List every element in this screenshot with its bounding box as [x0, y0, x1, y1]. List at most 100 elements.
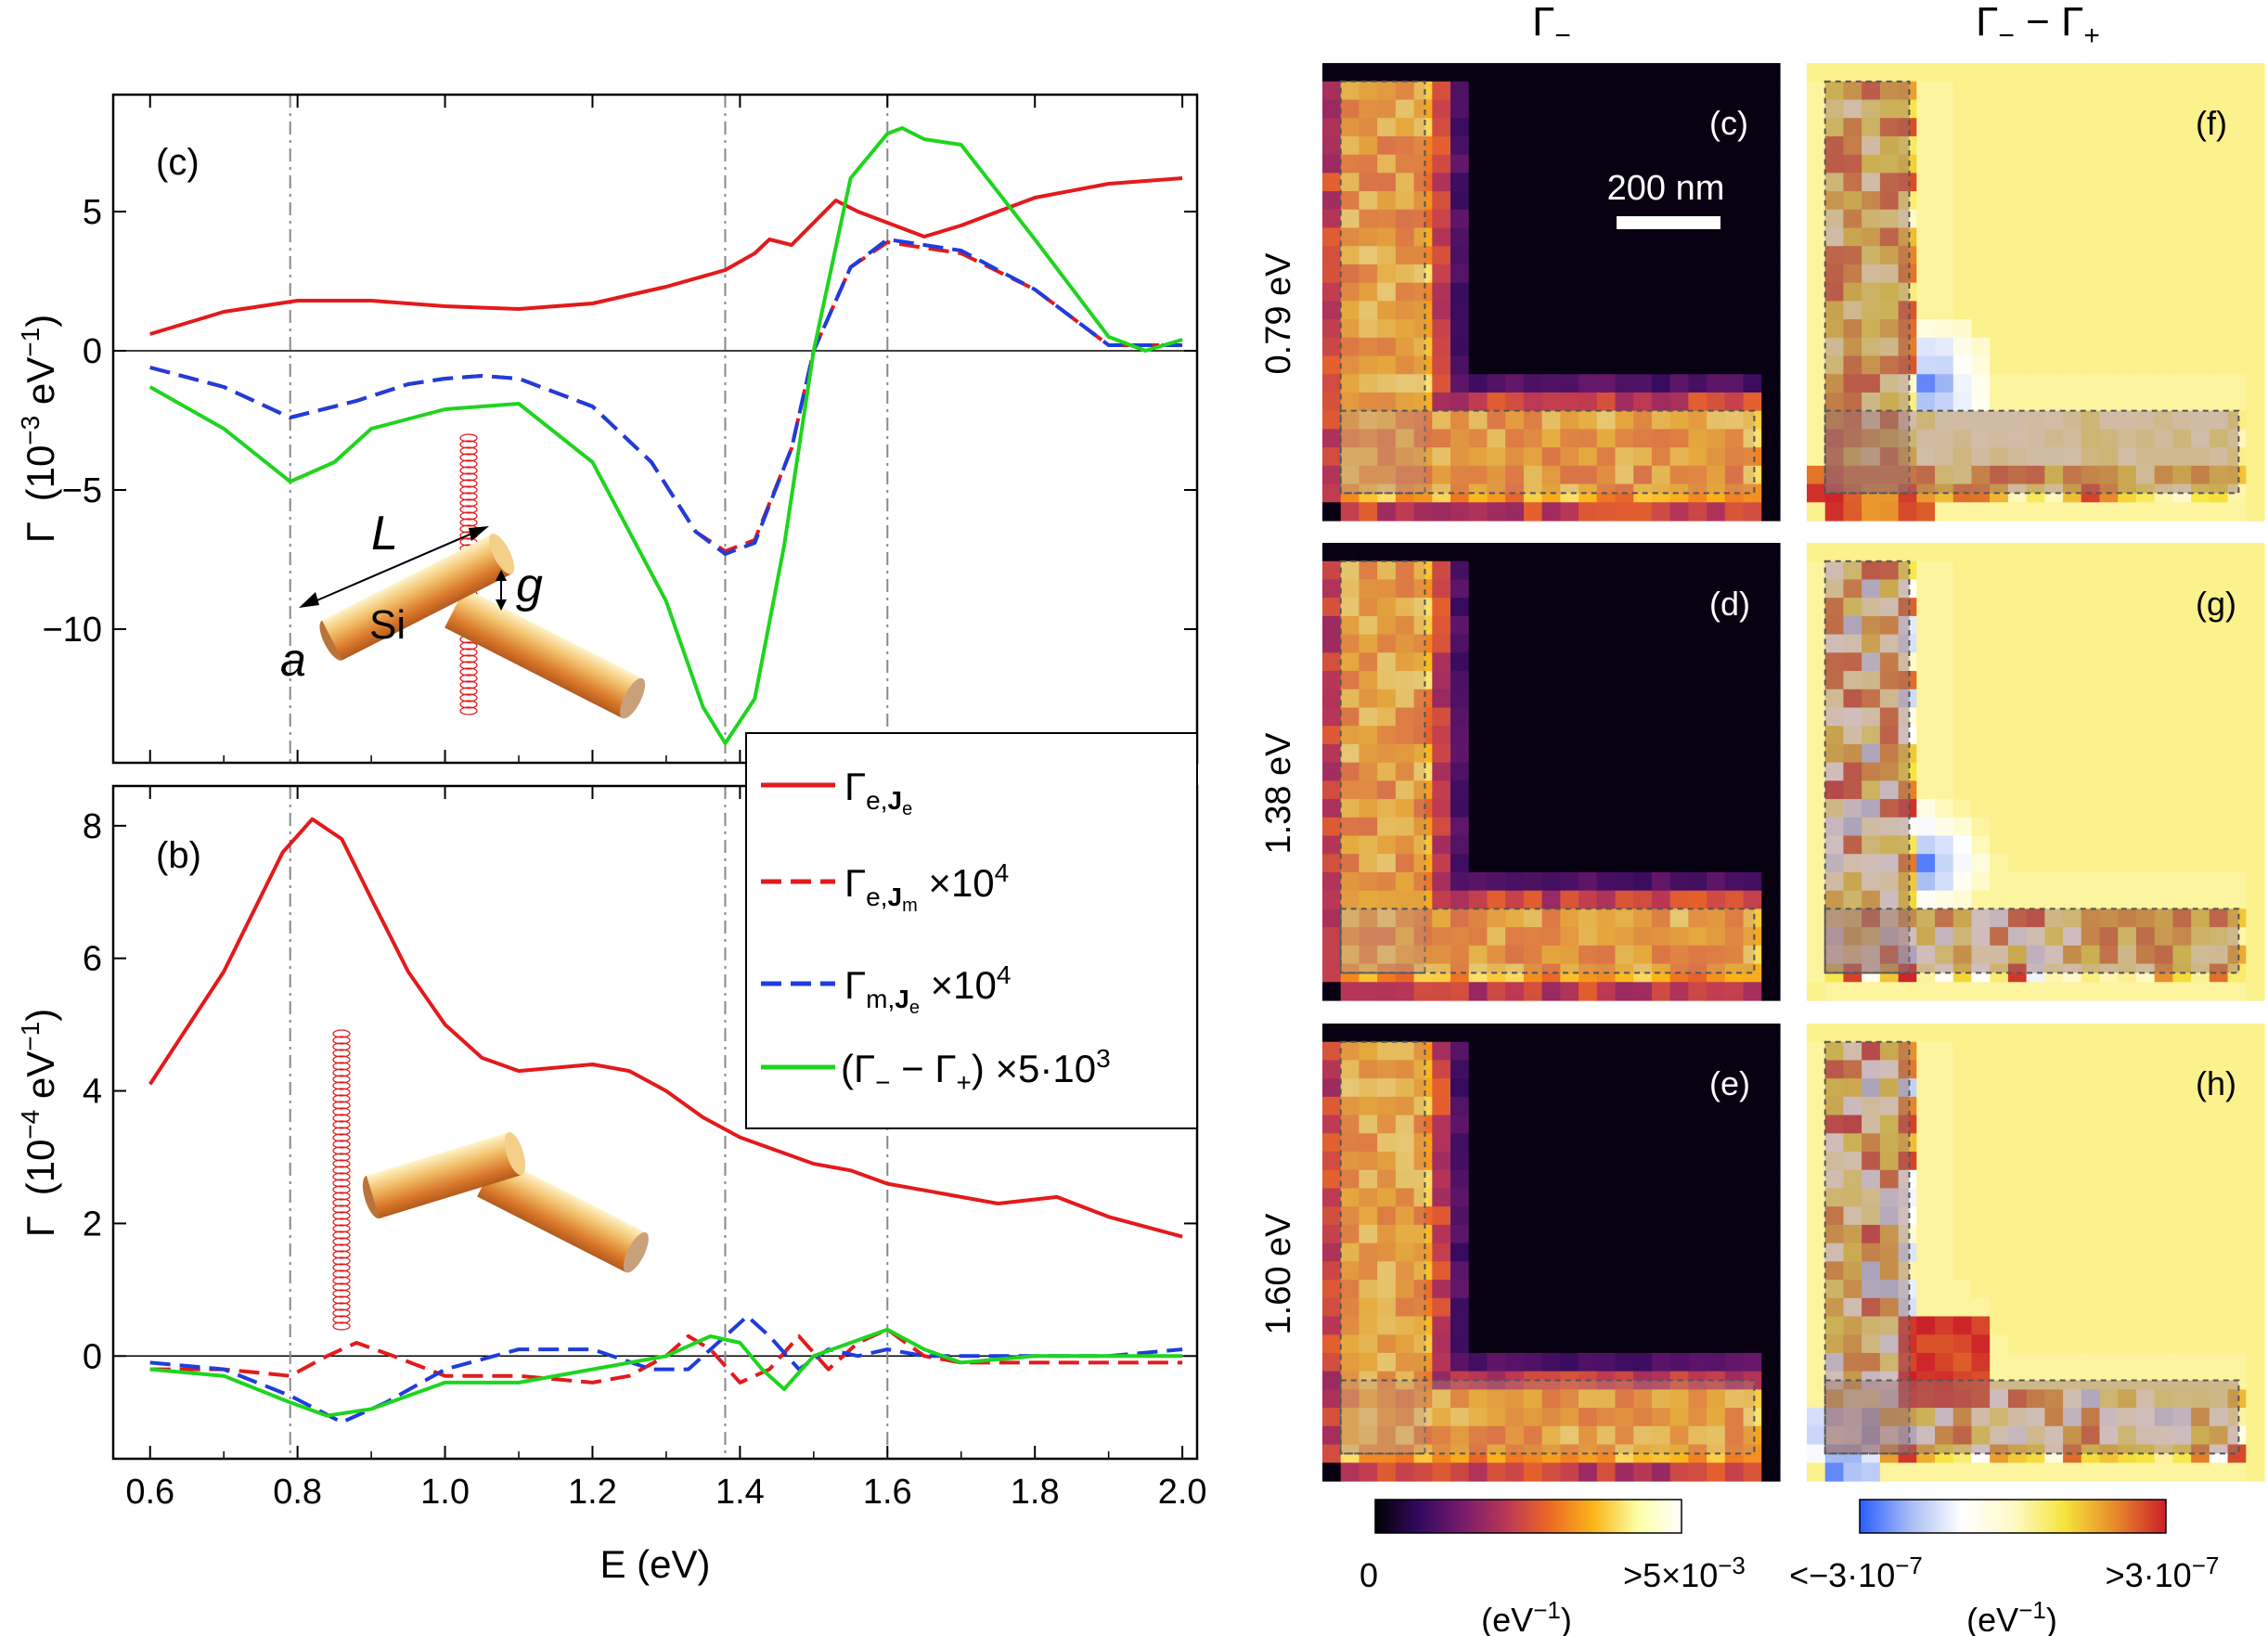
map-pixel	[1724, 337, 1745, 357]
map-pixel	[2007, 246, 2028, 265]
map-pixel	[2007, 780, 2028, 800]
map-pixel	[2246, 707, 2265, 727]
map-pixel	[1724, 1352, 1745, 1372]
map-pixel	[1322, 945, 1342, 965]
map-pixel	[1523, 982, 1543, 1001]
map-pixel	[1523, 1206, 1543, 1226]
map-pixel	[1432, 227, 1451, 247]
map-pixel	[1971, 1316, 1991, 1335]
map-pixel	[1651, 1243, 1671, 1262]
map-pixel	[2246, 429, 2265, 448]
map-pixel	[1615, 726, 1634, 745]
map-pixel	[2246, 634, 2265, 653]
map-pixel	[1862, 817, 1881, 837]
map-pixel	[1724, 945, 1745, 965]
map-pixel	[1377, 762, 1397, 781]
panel-a-ytick-label-0: 5	[83, 193, 102, 232]
map-pixel	[1707, 447, 1726, 467]
map-pixel	[1952, 355, 1973, 375]
map-pixel	[1688, 1188, 1707, 1207]
map-pixel	[1541, 63, 1561, 83]
map-pixel	[2246, 63, 2265, 83]
map-pixel	[1807, 799, 1826, 818]
map-pixel	[1688, 246, 1707, 265]
map-pixel	[1743, 319, 1762, 339]
map-pixel	[1468, 871, 1488, 892]
map-pixel	[1688, 1041, 1707, 1062]
map-pixel	[2118, 871, 2137, 892]
map-pixel	[2099, 1224, 2119, 1244]
map-pixel	[1560, 118, 1579, 137]
inset-a-gap-arrowhead-bottom	[496, 599, 507, 611]
map-pixel	[1843, 99, 1862, 119]
map-pixel	[1651, 1224, 1671, 1244]
map-pixel	[2246, 1188, 2265, 1207]
map-pixel	[1633, 762, 1653, 781]
map-pixel	[1505, 634, 1525, 653]
map-pixel	[2099, 191, 2119, 211]
map-pixel	[1359, 615, 1378, 636]
map-pixel	[2227, 1224, 2247, 1244]
map-pixel	[1505, 429, 1525, 448]
map-pixel	[1669, 982, 1689, 1001]
map-pixel	[1669, 1462, 1689, 1482]
map-pixel	[2209, 154, 2229, 174]
map-pixel	[1432, 560, 1451, 581]
map-pixel	[1707, 465, 1726, 485]
map-pixel	[1633, 543, 1653, 562]
map-pixel	[1707, 1352, 1726, 1372]
map-pixel	[1541, 689, 1561, 709]
map-pixel	[1862, 81, 1881, 101]
map-pixel	[2026, 817, 2045, 837]
map-pixel	[1990, 945, 2009, 965]
map-pixel	[2191, 689, 2210, 709]
map-pixel	[1633, 671, 1653, 690]
panel-b-ytick-label-1: 6	[83, 940, 102, 979]
map-pixel	[1487, 1024, 1506, 1043]
map-pixel	[2063, 374, 2082, 393]
map-pixel	[1707, 1243, 1726, 1262]
map-pixel	[1560, 1024, 1579, 1043]
map-pixel	[1615, 799, 1634, 818]
map-pixel	[1669, 264, 1689, 284]
map-pixel	[1843, 118, 1862, 137]
map-pixel	[2172, 264, 2192, 284]
map-pixel	[2154, 1297, 2173, 1318]
map-pixel	[1505, 615, 1525, 636]
map-pixel	[1707, 799, 1726, 818]
map-pixel	[1377, 410, 1397, 430]
map-pixel	[1707, 1114, 1726, 1134]
map-row-label-0: 0.79 eV	[1259, 252, 1298, 375]
map-pixel	[1935, 1352, 1954, 1372]
map-pixel	[1971, 1188, 1991, 1207]
springB-coil	[332, 1042, 351, 1051]
springA-coil	[459, 641, 478, 651]
map-pixel	[1615, 908, 1634, 928]
map-pixel	[1432, 1024, 1451, 1043]
map-pixel	[1560, 81, 1579, 101]
map-pixel	[1707, 154, 1726, 174]
map-pixel	[1377, 264, 1397, 284]
map-pixel	[1322, 282, 1342, 302]
map-pixel	[1807, 982, 1826, 1001]
map-pixel	[1432, 173, 1451, 192]
map-pixel	[1761, 63, 1781, 83]
map-pixel	[1688, 319, 1707, 339]
map-pixel	[1824, 726, 1845, 745]
map-pixel	[2007, 355, 2028, 375]
map-pixel	[1916, 1152, 1936, 1171]
map-pixel	[2063, 982, 2082, 1001]
map-pixel	[1468, 410, 1488, 430]
map-pixel	[1651, 154, 1671, 174]
map-pixel	[2209, 1169, 2229, 1190]
map-pixel	[1952, 191, 1973, 211]
map-pixel	[1359, 264, 1378, 284]
map-pixel	[2118, 154, 2137, 174]
map-pixel	[1824, 319, 1845, 339]
map-pixel	[1432, 1169, 1451, 1190]
map-pixel	[1952, 890, 1973, 909]
map-pixel	[1743, 81, 1762, 101]
map-pixel	[2081, 337, 2101, 357]
map-pixel	[2246, 191, 2265, 211]
